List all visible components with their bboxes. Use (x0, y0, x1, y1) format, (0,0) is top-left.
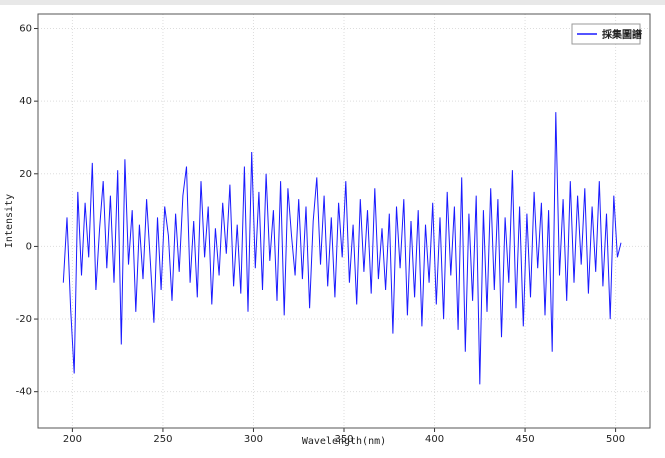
x-axis-label: Wavelength(nm) (302, 436, 386, 447)
x-tick-label: 500 (606, 434, 625, 445)
x-tick-label: 250 (153, 434, 172, 445)
tab-strip (0, 0, 665, 5)
y-tick-label: 60 (19, 24, 32, 35)
legend-label: 採集圖譜 (602, 28, 642, 41)
x-tick-label: 400 (425, 434, 444, 445)
x-tick-label: 350 (334, 434, 353, 445)
legend-box (571, 23, 641, 45)
y-tick-label: -20 (16, 314, 32, 325)
y-tick-label: 40 (19, 96, 32, 107)
x-tick-label: 200 (63, 434, 82, 445)
y-tick-label: -40 (16, 387, 32, 398)
y-axis-label: Intensity (4, 194, 15, 248)
x-tick-label: 450 (516, 434, 535, 445)
series-line (62, 112, 622, 385)
y-tick-label: 0 (26, 241, 32, 252)
y-tick-label: 20 (19, 169, 32, 180)
x-tick-label: 300 (244, 434, 263, 445)
plot-frame (37, 13, 651, 429)
